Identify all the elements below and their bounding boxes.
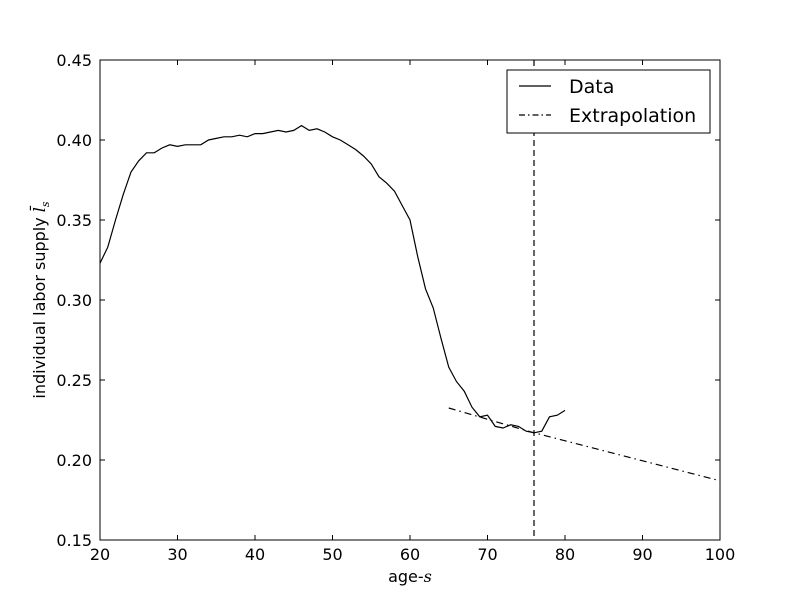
series-line-data	[99, 124, 566, 434]
x-tick-label: 40	[245, 545, 265, 564]
axis-ticks: 20 30 40 50 60 70 80 90 100 0.15 0.20 0.25 0.30 0.35 0…	[56, 51, 735, 564]
legend-box	[506, 69, 711, 134]
x-axis-label-text: age-	[388, 567, 424, 586]
axes-frame	[99, 59, 721, 541]
x-tick-label: 90	[632, 545, 652, 564]
plot-area	[99, 60, 721, 540]
y-tick-label: 0.30	[56, 291, 92, 310]
x-tick-label: 70	[477, 545, 497, 564]
x-tick-label: 30	[167, 545, 187, 564]
y-tick-label: 0.35	[56, 211, 92, 230]
y-tick-label: 0.45	[56, 51, 92, 70]
y-axis-label: individual labor supply l̄s	[28, 201, 52, 399]
y-axis-label-text: individual labor supply	[30, 212, 49, 398]
y-tick-label: 0.25	[56, 371, 92, 390]
legend-label-extrapolation: Extrapolation	[569, 105, 696, 127]
y-axis-label-math: l̄	[28, 205, 49, 212]
y-tick-label: 0.15	[56, 531, 92, 550]
x-tick-label: 100	[705, 545, 736, 564]
x-axis-label: age-s	[388, 567, 432, 586]
series-line-extrapolation	[448, 407, 721, 482]
legend: Data Extrapolation	[506, 69, 711, 134]
x-axis-label-math: s	[424, 567, 432, 586]
legend-label-data: Data	[569, 76, 614, 98]
y-tick-label: 0.40	[56, 131, 92, 150]
x-tick-label: 20	[90, 545, 110, 564]
x-tick-label: 60	[400, 545, 420, 564]
y-tick-label: 0.20	[56, 451, 92, 470]
y-axis-label-subscript: s	[39, 201, 52, 207]
x-tick-label: 80	[555, 545, 575, 564]
x-tick-label: 50	[322, 545, 342, 564]
